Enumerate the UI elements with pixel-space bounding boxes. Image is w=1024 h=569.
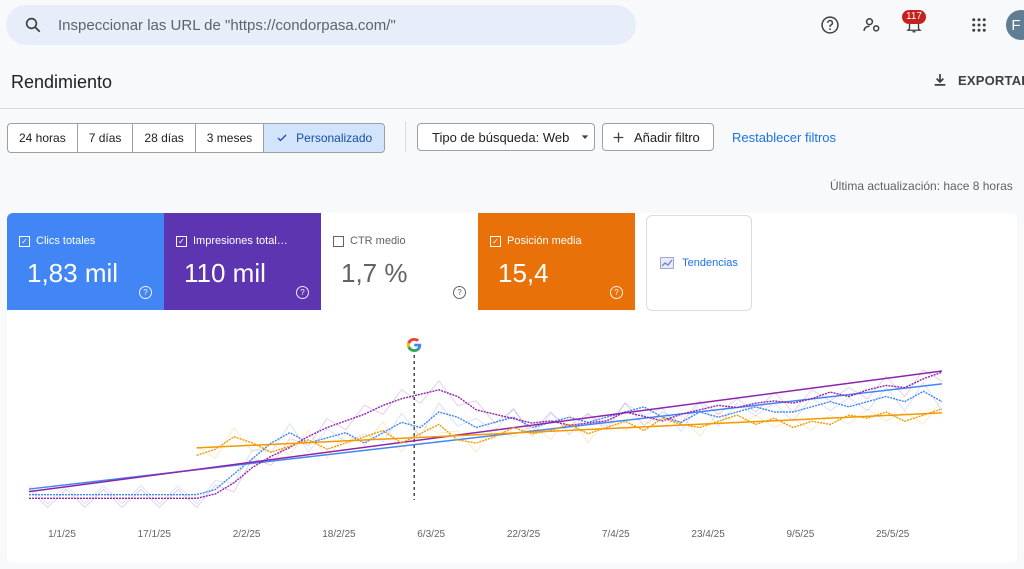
search-icon [25, 17, 41, 33]
add-filter-button[interactable]: Añadir filtro [602, 123, 714, 151]
metric-label: Impresiones total… [193, 235, 288, 247]
x-tick-label: 1/1/25 [48, 529, 76, 540]
check-icon [277, 134, 287, 142]
last-update-text: Última actualización: hace 8 horas [830, 179, 1013, 193]
help-icon[interactable]: ? [139, 286, 152, 299]
page-title: Rendimiento [11, 72, 113, 92]
checkbox-checked-icon: ✓ [176, 235, 187, 247]
x-tick-label: 17/1/25 [138, 529, 172, 540]
metric-value: 1,83 mil [27, 258, 119, 288]
x-tick-label: 6/3/25 [417, 529, 445, 540]
series-line [196, 408, 943, 457]
series-daily-line [28, 369, 943, 509]
date-range-3m[interactable]: 3 meses [196, 124, 265, 152]
x-tick-label: 22/3/25 [507, 529, 541, 540]
series-line [29, 371, 943, 500]
metric-ctr[interactable]: CTR medio 1,7 % ? [321, 213, 479, 310]
series-trend-line [196, 412, 943, 449]
help-icon[interactable]: ? [296, 286, 309, 299]
date-range-custom[interactable]: Personalizado [264, 124, 385, 152]
metric-label: Posición media [507, 235, 582, 247]
metric-position[interactable]: ✓ Posición media 15,4 ? [478, 213, 635, 310]
x-tick-label: 25/5/25 [876, 529, 910, 540]
url-inspection-search[interactable] [6, 5, 636, 45]
manage-accounts-icon[interactable] [861, 14, 883, 36]
x-tick-label: 7/4/25 [602, 529, 630, 540]
trend-chart-icon [660, 257, 675, 269]
export-button[interactable]: EXPORTAR [932, 72, 1024, 88]
series-daily-line [196, 399, 943, 460]
date-range-selector: 24 horas 7 días 28 días 3 meses Personal… [7, 123, 386, 153]
top-bar: 117 F [0, 0, 1024, 54]
search-type-label: Tipo de búsqueda: Web [432, 129, 570, 145]
notification-count-badge: 117 [902, 10, 926, 24]
avatar[interactable]: F [1006, 10, 1024, 40]
trends-button[interactable]: Tendencias [646, 215, 752, 311]
metric-label: Clics totales [36, 235, 96, 247]
x-tick-label: 2/2/25 [233, 529, 261, 540]
google-update-icon [406, 338, 422, 352]
help-circle-icon[interactable] [819, 14, 841, 36]
date-range-28d[interactable]: 28 días [133, 124, 196, 152]
series-trend-line [28, 370, 943, 493]
checkbox-checked-icon: ✓ [19, 235, 30, 247]
date-range-24h[interactable]: 24 horas [8, 124, 78, 152]
reset-filters-link[interactable]: Restablecer filtros [732, 130, 837, 145]
plus-icon [613, 132, 624, 142]
dropdown-arrow-icon [582, 135, 589, 139]
trends-label: Tendencias [682, 257, 738, 269]
checkbox-checked-icon: ✓ [490, 235, 501, 247]
x-tick-label: 9/5/25 [786, 529, 814, 540]
add-filter-label: Añadir filtro [634, 129, 700, 145]
search-input[interactable] [56, 15, 600, 35]
help-icon[interactable]: ? [610, 286, 623, 299]
date-range-7d[interactable]: 7 días [78, 124, 134, 152]
performance-card: ✓ Clics totales 1,83 mil ? ✓ Impresiones t… [7, 213, 1017, 563]
metric-clicks[interactable]: ✓ Clics totales 1,83 mil ? [7, 213, 164, 310]
download-icon [934, 74, 946, 86]
filter-separator [405, 122, 406, 152]
help-icon[interactable]: ? [453, 286, 466, 299]
metric-label: CTR medio [350, 235, 406, 247]
x-tick-label: 23/4/25 [691, 529, 725, 540]
series-line [29, 390, 943, 496]
metric-value: 15,4 [498, 258, 549, 288]
metric-impressions[interactable]: ✓ Impresiones total… 110 mil ? [164, 213, 321, 310]
metric-value: 110 mil [184, 258, 266, 288]
checkbox-unchecked-icon [333, 235, 344, 247]
metric-value: 1,7 % [341, 258, 408, 288]
apps-grid-icon[interactable] [968, 14, 990, 36]
export-label: EXPORTAR [958, 72, 1024, 88]
performance-chart: 1/1/25 17/1/25 2/2/25 18/2/25 6/3/25 22/3/25 7… [28, 338, 943, 540]
date-range-custom-label: Personalizado [296, 131, 373, 145]
x-tick-label: 18/2/25 [322, 529, 356, 540]
search-type-dropdown[interactable]: Tipo de búsqueda: Web [417, 123, 595, 151]
divider [0, 108, 1024, 109]
